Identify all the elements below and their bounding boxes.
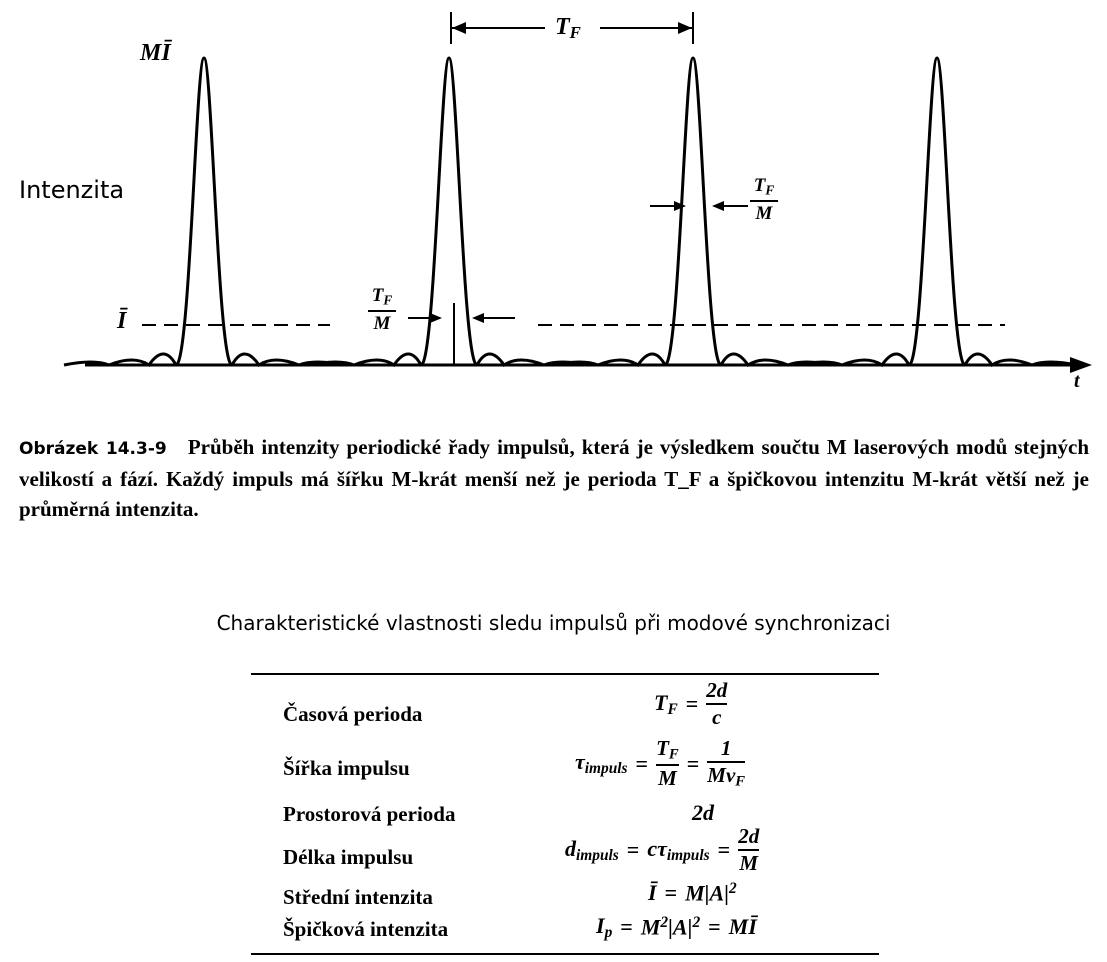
width-numerator: T bbox=[753, 175, 766, 196]
pulse-train bbox=[63, 56, 1078, 368]
row-label-spatial-period: Prostorová perioda bbox=[283, 802, 456, 826]
row-label-pulse-width: Šířka impulsu bbox=[283, 756, 410, 780]
pulse-width-arrows-upper bbox=[650, 201, 748, 211]
figure-caption: Obrázek 14.3-9 Průběh intenzity periodic… bbox=[19, 432, 1089, 524]
formula-mean-intensity: Ī = M|A|2 bbox=[648, 880, 737, 906]
row-label-peak-intensity: Špičková intenzita bbox=[283, 917, 449, 941]
width-denominator: M bbox=[373, 312, 391, 334]
pulse-train-figure bbox=[63, 12, 1092, 373]
formula-pulse-width: τimpuls = TF M = 1 MνF bbox=[575, 736, 746, 791]
formula-spatial-period: 2d bbox=[692, 800, 714, 825]
peak-intensity-label: MĪ bbox=[140, 40, 171, 66]
formula-pulse-length: dimpuls = cτimpuls = 2d M bbox=[565, 824, 760, 875]
pulse-width-arrows-lower bbox=[408, 303, 515, 365]
pulse-1 bbox=[63, 56, 345, 368]
pulse-width-fraction-lower: TF M bbox=[368, 286, 396, 333]
caption-text: Průběh intenzity periodické řady impulsů… bbox=[19, 435, 1090, 521]
time-axis-arrow bbox=[1070, 357, 1092, 373]
pulse-2 bbox=[308, 56, 590, 368]
table-title: Charakteristické vlastnosti sledu impuls… bbox=[216, 611, 891, 635]
period-subscript: F bbox=[569, 23, 581, 43]
y-axis-label: Intenzita bbox=[19, 176, 125, 204]
x-axis-label: t bbox=[1074, 370, 1080, 392]
formula-peak-intensity: Ip = M2|A|2 = MĪ bbox=[596, 913, 757, 941]
row-label-pulse-length: Délka impulsu bbox=[283, 845, 414, 869]
period-arrow bbox=[450, 12, 694, 44]
row-label-time-period: Časová perioda bbox=[283, 702, 423, 726]
pulse-3 bbox=[552, 56, 834, 368]
width-denominator: M bbox=[755, 202, 773, 224]
row-label-mean-intensity: Střední intenzita bbox=[283, 885, 433, 909]
table-top-rule bbox=[251, 673, 879, 675]
width-numerator-subscript: F bbox=[765, 182, 775, 198]
width-numerator: T bbox=[371, 285, 384, 306]
caption-label: Obrázek 14.3-9 bbox=[19, 439, 167, 459]
width-numerator-subscript: F bbox=[383, 292, 393, 308]
formula-time-period: TF = 2d c bbox=[654, 678, 728, 729]
pulse-width-fraction-upper: TF M bbox=[750, 176, 778, 223]
period-label: TF bbox=[555, 14, 581, 43]
mean-intensity-label: Ī bbox=[117, 308, 127, 334]
pulse-4 bbox=[796, 56, 1078, 368]
period-symbol: T bbox=[555, 14, 570, 40]
table-bottom-rule bbox=[251, 953, 879, 955]
